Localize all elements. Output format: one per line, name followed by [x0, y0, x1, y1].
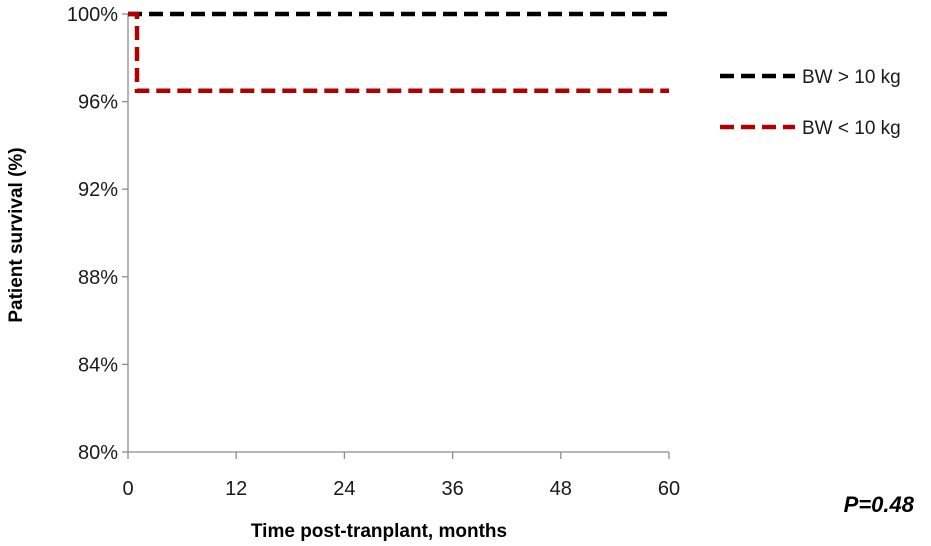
x-tick-label: 0 [122, 478, 133, 500]
x-tick-label: 24 [333, 478, 355, 500]
y-axis-title: Patient survival (%) [6, 147, 27, 322]
series-lines [128, 11, 669, 93]
legend-label-bw-over-10kg: BW > 10 kg [802, 67, 901, 88]
axes: 80% 84% 88% 92% 96% 100% 0 12 24 36 48 60 [67, 4, 680, 500]
y-tick-label: 92% [78, 179, 118, 201]
y-tick-label: 88% [78, 267, 118, 289]
x-tick-label: 60 [658, 478, 680, 500]
x-tick-label: 48 [550, 478, 572, 500]
legend-label-bw-under-10kg: BW < 10 kg [802, 118, 901, 139]
y-tick-label: 84% [78, 354, 118, 376]
y-tick-label: 80% [78, 442, 118, 464]
series-line-bw-under-10kg [128, 11, 669, 93]
y-tick-label: 96% [78, 92, 118, 114]
x-tick-label: 36 [441, 478, 463, 500]
legend: BW > 10 kg BW < 10 kg [720, 67, 901, 139]
p-value-annotation: P=0.48 [844, 492, 915, 517]
x-axis-title: Time post-tranplant, months [251, 521, 507, 542]
x-tick-label: 12 [225, 478, 247, 500]
y-tick-label: 100% [67, 4, 118, 26]
